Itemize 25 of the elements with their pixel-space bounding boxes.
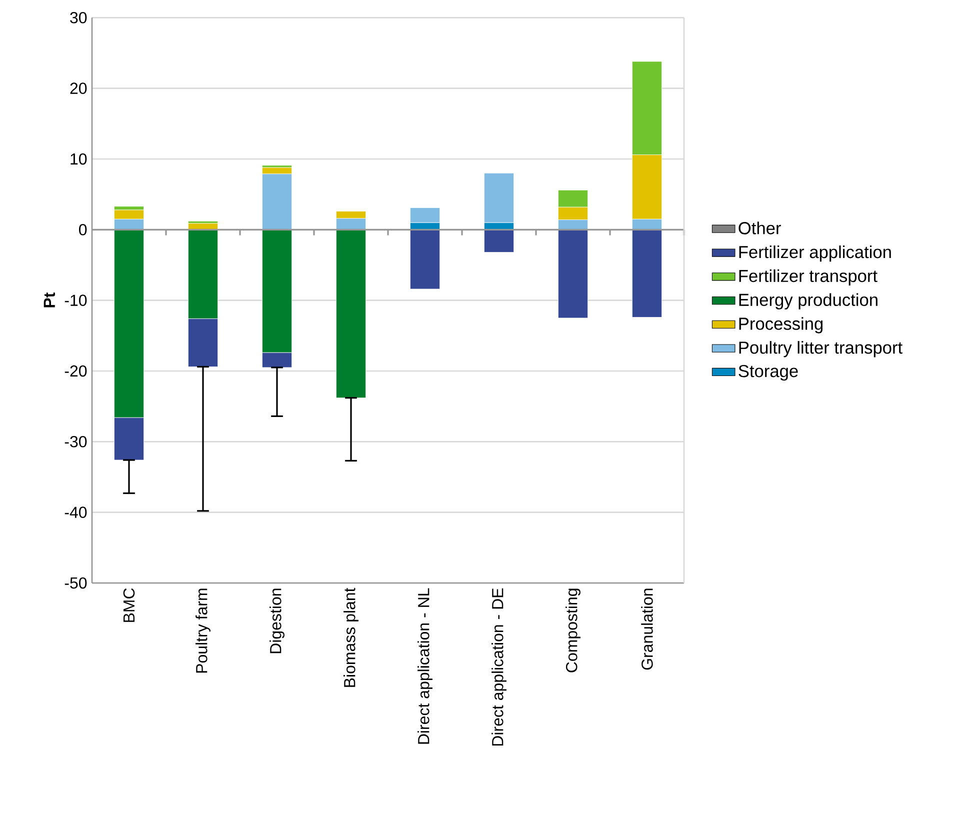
legend-label: Storage bbox=[738, 364, 798, 381]
y-tick-label: 0 bbox=[79, 224, 87, 236]
y-tick-label: -30 bbox=[64, 436, 87, 448]
y-tick-label: -40 bbox=[64, 506, 87, 518]
x-tick-label: Poultry farm bbox=[196, 588, 210, 673]
legend-label: Fertilizer application bbox=[739, 245, 891, 262]
legend-label: Other bbox=[738, 222, 781, 234]
x-tick-label: BMC bbox=[123, 588, 135, 622]
y-axis-title: Pt bbox=[44, 292, 56, 308]
y-tick-label: -10 bbox=[64, 294, 87, 306]
x-tick-label: Granulation bbox=[641, 588, 653, 670]
x-tick-label: Composting bbox=[566, 588, 580, 672]
legend-label: Processing bbox=[739, 317, 823, 334]
legend-label: Energy production bbox=[739, 293, 878, 310]
x-tick-label: Direct application - NL bbox=[418, 588, 432, 744]
y-tick-label: -50 bbox=[64, 577, 87, 589]
y-tick-label: -20 bbox=[64, 365, 87, 377]
legend-label: Poultry litter transport bbox=[739, 341, 902, 358]
y-tick-label: 20 bbox=[70, 82, 87, 94]
x-tick-label: Direct application - DE bbox=[492, 588, 506, 746]
y-tick-label: 30 bbox=[70, 12, 87, 24]
legend-label: Fertilizer transport bbox=[739, 269, 878, 286]
x-tick-label: Biomass plant bbox=[344, 588, 358, 687]
y-tick-label: 10 bbox=[70, 153, 87, 165]
x-tick-label: Digestion bbox=[270, 588, 284, 654]
